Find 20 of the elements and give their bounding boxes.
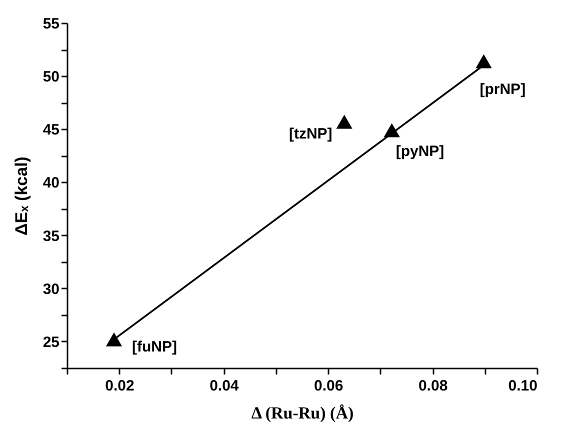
y-tick-label: 45 [42,122,60,139]
y-tick-label: 25 [42,334,60,351]
point [336,114,352,129]
x-tick-label: 0.08 [418,378,448,394]
y-tick-label: 30 [42,280,60,298]
x-tick-label: 0.02 [105,378,134,394]
annotation: [pyNP] [396,143,444,160]
y-tick-label: 50 [42,68,60,86]
x-axis-title: Δ (Ru-Ru) (Å) [251,404,354,422]
annotation: [prNP] [480,81,526,98]
y-axis-title: ΔEₓ (kcal) [12,156,31,236]
x-tick-label: 0.10 [508,378,538,394]
y-tick-label: 55 [42,16,60,32]
y-tick-label: 35 [42,228,60,245]
x-tick-label: 0.04 [210,378,240,394]
x-tick-label: 0.06 [314,378,344,394]
point [106,332,122,346]
annotation: [fuNP] [132,338,177,356]
annotation: [tzNP] [288,126,332,143]
y-tick-label: 40 [42,174,60,192]
